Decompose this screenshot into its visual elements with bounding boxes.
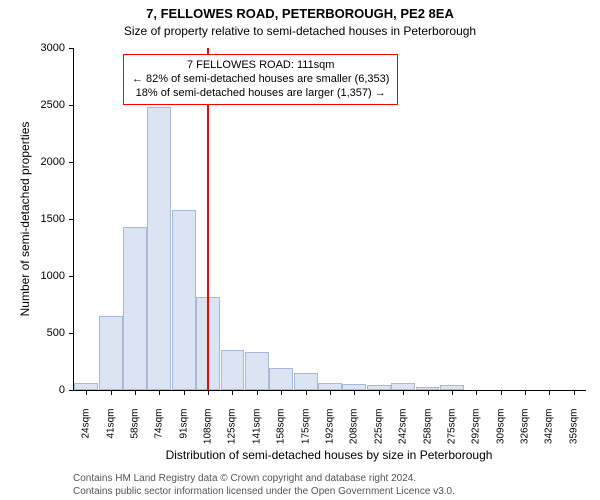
x-tick: [111, 390, 112, 395]
histogram-bar: [367, 385, 391, 390]
x-tick: [428, 390, 429, 395]
y-tick: [69, 333, 74, 334]
x-tick: [476, 390, 477, 395]
y-tick: [69, 48, 74, 49]
credits-block: Contains HM Land Registry data © Crown c…: [73, 472, 455, 498]
x-tick: [159, 390, 160, 395]
figure: 7, FELLOWES ROAD, PETERBOROUGH, PE2 8EA …: [0, 0, 600, 500]
x-tick: [574, 390, 575, 395]
histogram-bar: [172, 210, 196, 390]
y-tick: [69, 162, 74, 163]
credits-line: Contains HM Land Registry data © Crown c…: [73, 472, 455, 485]
annotation-box: 7 FELLOWES ROAD: 111sqm ← 82% of semi-de…: [123, 54, 398, 105]
x-tick: [354, 390, 355, 395]
x-tick: [208, 390, 209, 395]
x-tick: [86, 390, 87, 395]
x-tick: [403, 390, 404, 395]
x-tick: [306, 390, 307, 395]
y-tick: [69, 219, 74, 220]
histogram-bar: [74, 383, 98, 390]
chart-title: 7, FELLOWES ROAD, PETERBOROUGH, PE2 8EA: [0, 6, 600, 21]
histogram-bar: [318, 383, 342, 390]
x-tick: [452, 390, 453, 395]
annotation-line: 7 FELLOWES ROAD: 111sqm: [132, 59, 389, 73]
histogram-bar: [342, 384, 366, 390]
annotation-line: ← 82% of semi-detached houses are smalle…: [132, 73, 389, 87]
histogram-bar: [245, 352, 269, 390]
histogram-bar: [440, 385, 464, 390]
x-tick: [135, 390, 136, 395]
histogram-bar: [99, 316, 123, 390]
chart-subtitle: Size of property relative to semi-detach…: [0, 24, 600, 38]
y-axis-label: Number of semi-detached properties: [18, 48, 32, 390]
x-tick: [232, 390, 233, 395]
x-tick: [257, 390, 258, 395]
x-tick: [330, 390, 331, 395]
x-tick: [184, 390, 185, 395]
x-tick: [281, 390, 282, 395]
x-tick: [379, 390, 380, 395]
x-tick: [501, 390, 502, 395]
annotation-line: 18% of semi-detached houses are larger (…: [132, 87, 389, 101]
credits-line: Contains public sector information licen…: [73, 485, 455, 498]
histogram-bar: [391, 383, 415, 390]
histogram-bar: [294, 373, 318, 390]
y-tick: [69, 105, 74, 106]
histogram-bar: [147, 107, 171, 390]
histogram-bar: [416, 387, 440, 390]
x-axis-label: Distribution of semi-detached houses by …: [73, 448, 585, 462]
x-tick: [549, 390, 550, 395]
histogram-bar: [221, 350, 245, 390]
y-tick: [69, 390, 74, 391]
x-tick: [525, 390, 526, 395]
histogram-bar: [123, 227, 147, 390]
histogram-bar: [269, 368, 293, 390]
y-tick: [69, 276, 74, 277]
